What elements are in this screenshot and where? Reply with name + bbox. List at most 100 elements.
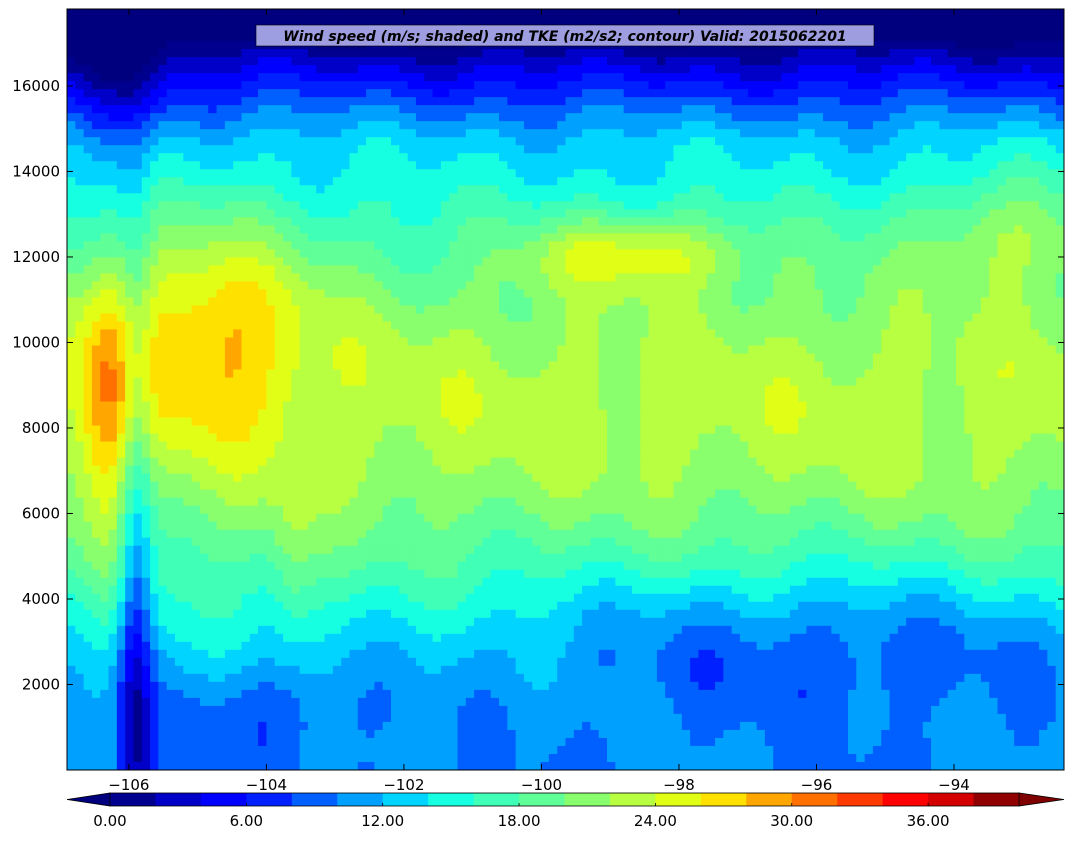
field-cell [723, 57, 733, 66]
field-cell [648, 9, 658, 18]
field-cell [690, 193, 700, 202]
field-cell [474, 249, 484, 258]
field-cell [258, 337, 267, 347]
field-cell [864, 105, 874, 114]
field-cell [906, 217, 916, 226]
field-cell [83, 257, 93, 266]
field-cell [249, 81, 259, 90]
field-cell [889, 33, 899, 42]
field-cell [673, 57, 683, 66]
field-cell [631, 145, 641, 154]
field-cell [607, 249, 616, 258]
field-cell [1030, 97, 1040, 106]
field-cell [872, 145, 882, 154]
field-cell [764, 81, 774, 90]
field-cell [465, 9, 475, 18]
field-cell [258, 97, 267, 106]
field-cell [906, 153, 916, 162]
field-cell [557, 161, 567, 170]
field-cell [499, 17, 508, 26]
field-cell [432, 225, 442, 234]
field-cell [216, 225, 226, 234]
field-cell [1039, 329, 1048, 339]
field-cell [465, 57, 475, 66]
field-cell [739, 273, 749, 282]
field-cell [291, 185, 301, 194]
field-cell [955, 169, 965, 178]
field-cell [648, 185, 658, 194]
field-cell [1055, 153, 1064, 162]
field-cell [432, 81, 442, 90]
field-cell [640, 257, 650, 266]
field-cell [523, 121, 533, 130]
field-cell [739, 57, 749, 66]
field-cell [141, 329, 151, 339]
field-cell [108, 249, 118, 258]
field-cell [656, 169, 666, 178]
field-cell [540, 145, 550, 154]
field-cell [216, 73, 226, 82]
field-cell [631, 305, 641, 314]
field-cell [108, 17, 118, 26]
field-cell [108, 97, 118, 106]
field-cell [739, 121, 749, 130]
field-cell [989, 129, 999, 138]
field-cell [515, 329, 525, 339]
field-cell [548, 169, 558, 178]
field-cell [615, 65, 625, 74]
field-cell [125, 41, 135, 50]
field-cell [690, 105, 700, 114]
field-cell [224, 217, 234, 226]
field-cell [706, 305, 716, 314]
field-cell [499, 249, 508, 258]
field-cell [656, 81, 666, 90]
field-cell [532, 273, 542, 282]
field-cell [607, 121, 616, 130]
field-cell [332, 217, 342, 226]
field-cell [964, 233, 974, 242]
field-cell [100, 9, 110, 18]
field-cell [847, 225, 857, 234]
field-cell [490, 153, 500, 162]
field-cell [914, 177, 924, 186]
field-cell [872, 257, 882, 266]
field-cell [224, 209, 234, 218]
field-cell [623, 169, 633, 178]
field-cell [889, 129, 899, 138]
field-cell [640, 209, 650, 218]
field-cell [806, 73, 816, 82]
field-cell [507, 153, 517, 162]
field-cell [806, 281, 816, 290]
field-cell [798, 217, 808, 226]
field-cell [83, 97, 93, 106]
field-cell [789, 65, 799, 74]
field-cell [349, 201, 359, 210]
field-cell [125, 89, 135, 98]
field-cell [249, 145, 259, 154]
field-cell [789, 225, 799, 234]
field-cell [955, 137, 965, 146]
field-cell [166, 305, 176, 314]
field-cell [847, 97, 857, 106]
field-cell [307, 329, 317, 339]
field-cell [415, 289, 425, 298]
field-cell [291, 273, 301, 282]
field-cell [357, 145, 367, 154]
field-cell [324, 145, 334, 154]
field-cell [698, 129, 708, 138]
field-cell [83, 137, 93, 146]
field-cell [357, 337, 367, 347]
field-cell [307, 305, 317, 314]
field-cell [773, 185, 783, 194]
field-cell [399, 193, 409, 202]
field-cell [798, 81, 808, 90]
field-cell [573, 177, 583, 186]
field-cell [349, 97, 359, 106]
field-cell [823, 201, 832, 210]
field-cell [1014, 201, 1024, 210]
field-cell [681, 161, 691, 170]
field-cell [872, 273, 882, 282]
field-cell [208, 305, 218, 314]
field-cell [241, 137, 251, 146]
field-cell [283, 185, 292, 194]
